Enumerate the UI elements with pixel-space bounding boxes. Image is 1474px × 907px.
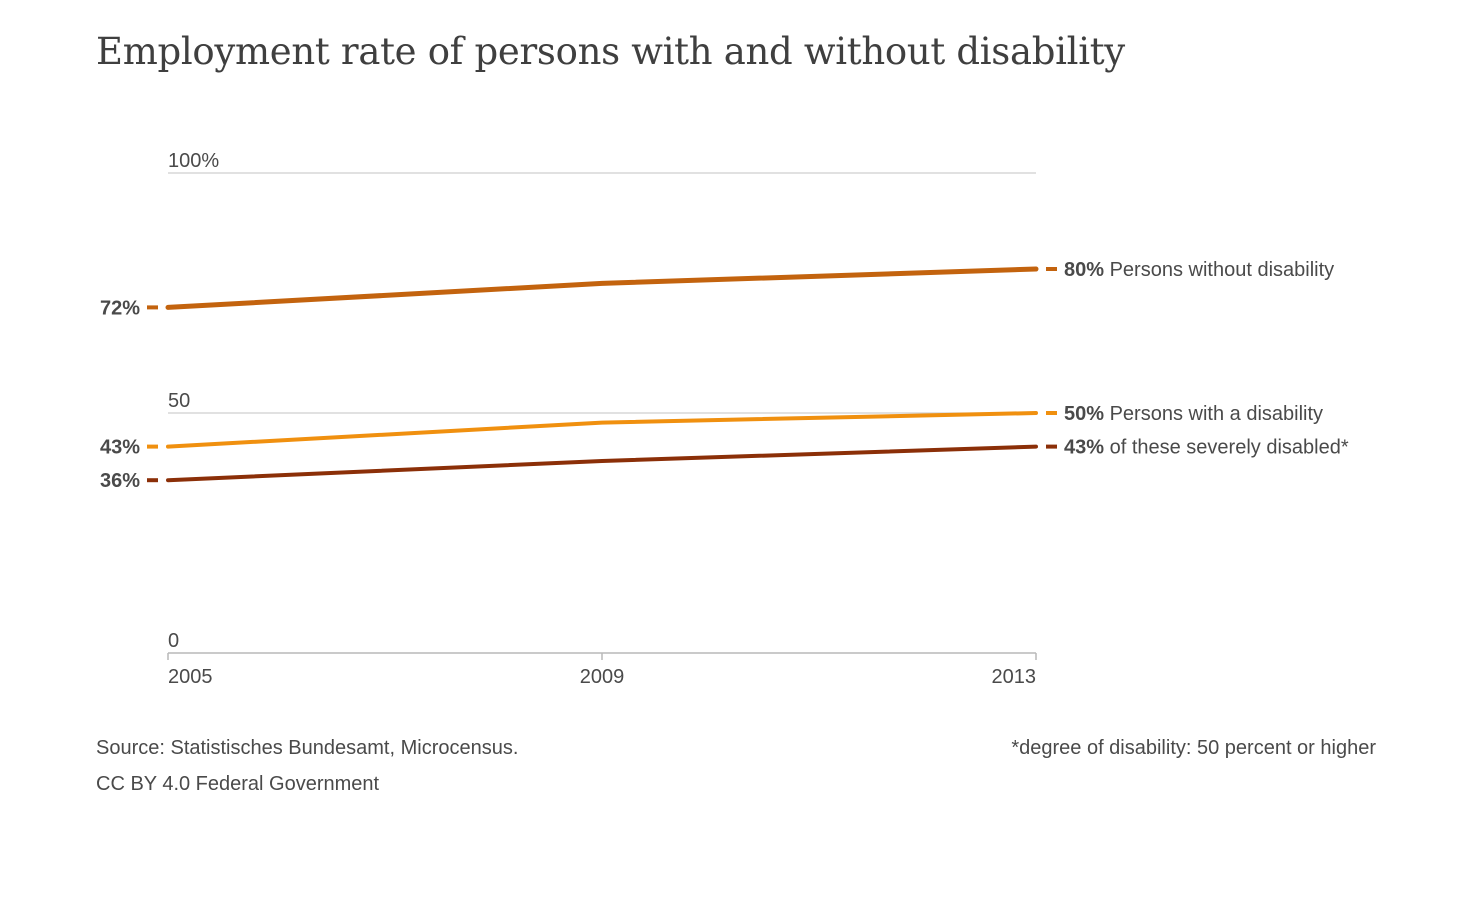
end-value-label: 43%: [1064, 437, 1104, 459]
series-name-label: Persons with a disability: [1104, 403, 1323, 425]
series-name-label: of these severely disabled*: [1104, 437, 1349, 459]
series-line: [166, 444, 1038, 483]
page-title: Employment rate of persons with and with…: [96, 30, 1125, 73]
x-tick-label: 2009: [580, 666, 625, 688]
y-tick-label: 50: [168, 390, 190, 412]
source-note: Source: Statistisches Bundesamt, Microce…: [96, 737, 519, 759]
end-value-label: 50%: [1064, 403, 1104, 425]
end-series-label: 80% Persons without disability: [1064, 259, 1334, 281]
series-name-label: Persons without disability: [1104, 259, 1334, 281]
start-value-label: 43%: [100, 437, 140, 459]
y-tick-label: 100%: [168, 150, 219, 172]
start-value-label: 72%: [100, 297, 140, 319]
end-series-label: 50% Persons with a disability: [1064, 403, 1323, 425]
axes: 0 50 100% 2005 2009 2013: [167, 150, 1037, 688]
series-lines: [165, 266, 1039, 483]
gridlines: [168, 172, 1036, 414]
series-labels: 72% 80% Persons without disability 43% 50% …: [100, 259, 1349, 492]
series-line: [166, 411, 1038, 449]
x-tick-label: 2013: [992, 666, 1037, 688]
footnote: *degree of disability: 50 percent or hig…: [1011, 737, 1376, 759]
y-tick-label: 0: [168, 630, 179, 652]
series-line: [165, 266, 1039, 310]
x-tick-label: 2005: [168, 666, 213, 688]
start-value-label: 36%: [100, 470, 140, 492]
license-note: CC BY 4.0 Federal Government: [96, 773, 380, 795]
end-value-label: 80%: [1064, 259, 1104, 281]
end-series-label: 43% of these severely disabled*: [1064, 437, 1349, 459]
